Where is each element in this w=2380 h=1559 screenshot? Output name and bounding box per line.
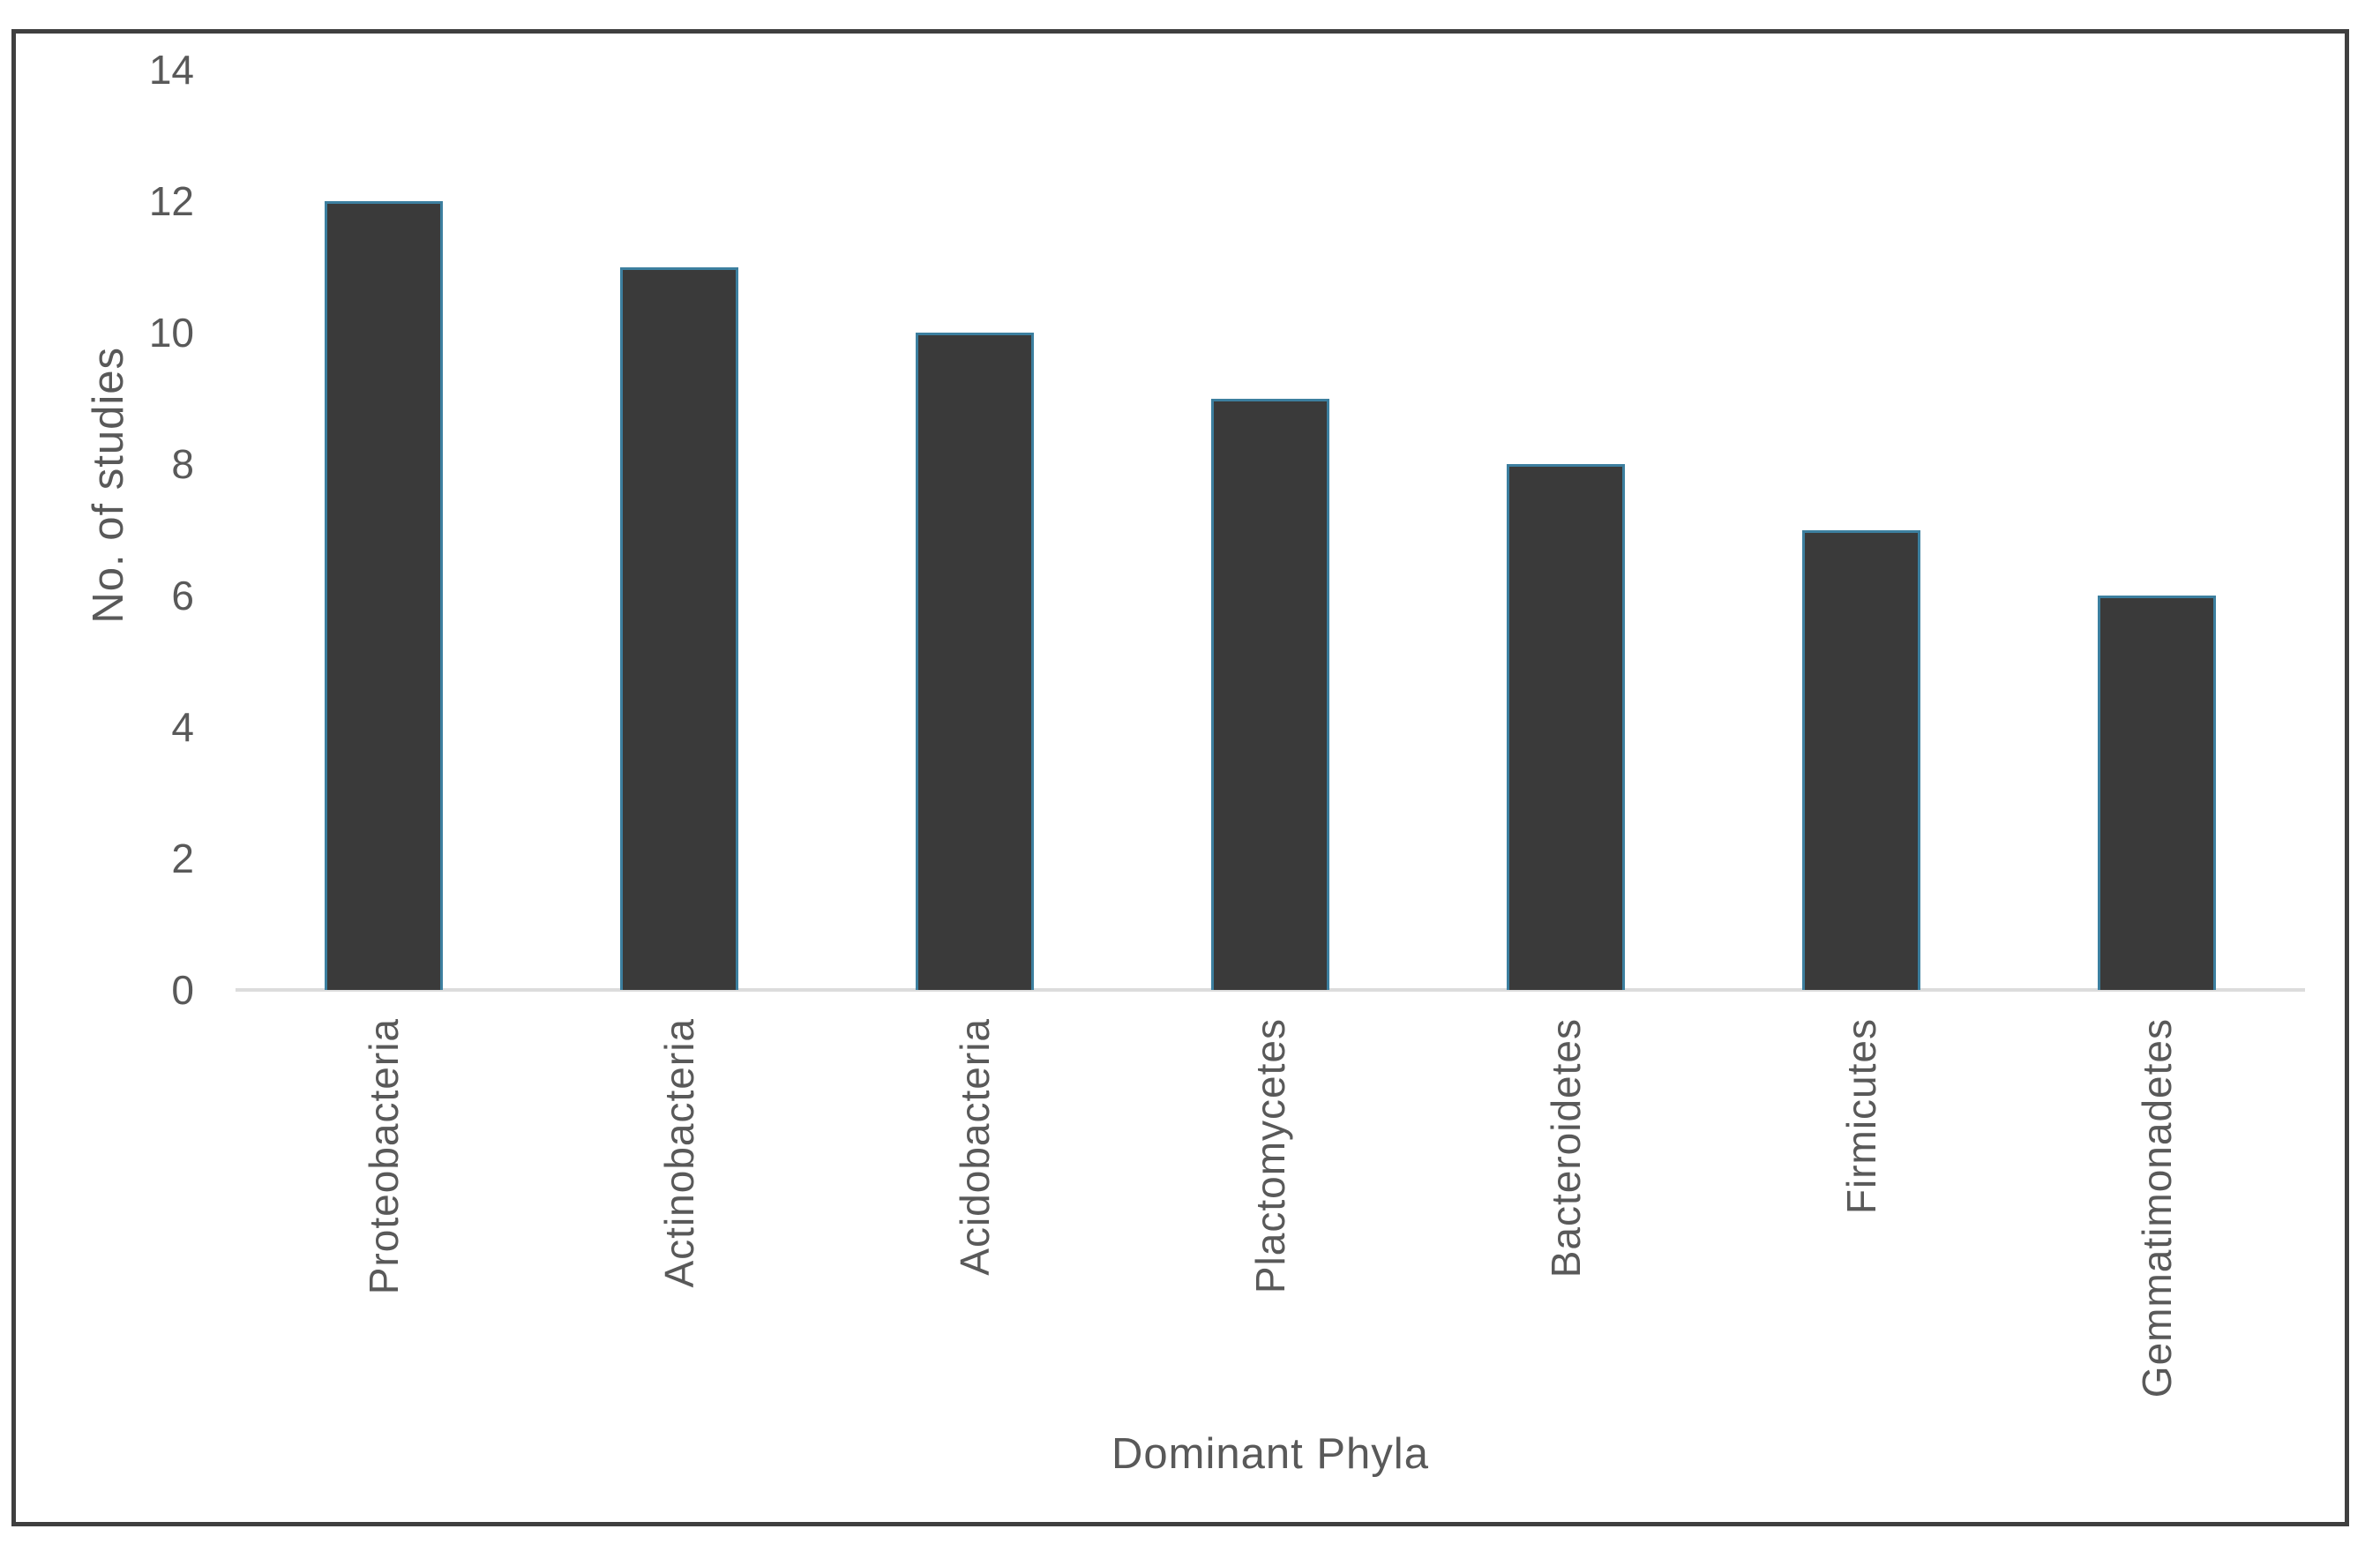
plot-area (236, 70, 2305, 992)
bar-proteobacteria (324, 201, 443, 990)
x-axis-labels: Proteobacteria Actinobacteria Acidobacteri… (236, 1018, 2305, 1398)
bar-actinobacteria (619, 266, 738, 990)
x-label-proteobacteria: Proteobacteria (360, 1018, 407, 1295)
bar-acidobacteria (915, 333, 1034, 990)
bar-cell (827, 70, 1122, 990)
x-label-acidobacteria: Acidobacteria (951, 1018, 998, 1276)
bar-gemmatimonadetes (2098, 596, 2217, 990)
x-label-actinobacteria: Actinobacteria (655, 1018, 702, 1288)
y-tick-label-4: 4 (171, 704, 194, 750)
x-label-plactomycetes: Plactomycetes (1246, 1018, 1293, 1294)
y-tick-label-12: 12 (148, 178, 194, 224)
y-tick-label-6: 6 (171, 573, 194, 618)
bar-firmicutes (1802, 529, 1921, 990)
x-label-firmicutes: Firmicutes (1838, 1018, 1885, 1215)
bar-cell (1122, 70, 1418, 990)
bar-cell (531, 70, 827, 990)
x-label-bacteroidetes: Bacteroidetes (1543, 1018, 1590, 1278)
bar-cell (1418, 70, 1714, 990)
bar-plactomycetes (1210, 398, 1329, 990)
y-tick-label-0: 0 (171, 967, 194, 1013)
y-tick-label-2: 2 (171, 836, 194, 881)
x-label-cell: Plactomycetes (1122, 1018, 1418, 1293)
x-axis-line (236, 988, 2305, 992)
bar-bacteroidetes (1507, 464, 1626, 990)
x-label-gemmatimonadetes: Gemmatimonadetes (2134, 1018, 2181, 1398)
x-label-cell: Firmicutes (1714, 1018, 2010, 1214)
bar-cell (2010, 70, 2305, 990)
y-axis-ticks: 0 2 4 6 8 10 12 14 (0, 0, 196, 1559)
x-axis-title: Dominant Phyla (1111, 1430, 1429, 1478)
bar-cell (236, 70, 531, 990)
y-tick-label-14: 14 (148, 47, 194, 93)
x-label-cell: Acidobacteria (827, 1018, 1122, 1276)
bar-cell (1714, 70, 2010, 990)
x-label-cell: Actinobacteria (531, 1018, 827, 1288)
x-label-cell: Gemmatimonadetes (2010, 1018, 2305, 1398)
y-tick-label-8: 8 (171, 441, 194, 487)
y-tick-label-10: 10 (148, 310, 194, 356)
x-label-cell: Proteobacteria (236, 1018, 531, 1294)
bars-container (236, 70, 2305, 990)
x-label-cell: Bacteroidetes (1418, 1018, 1714, 1278)
